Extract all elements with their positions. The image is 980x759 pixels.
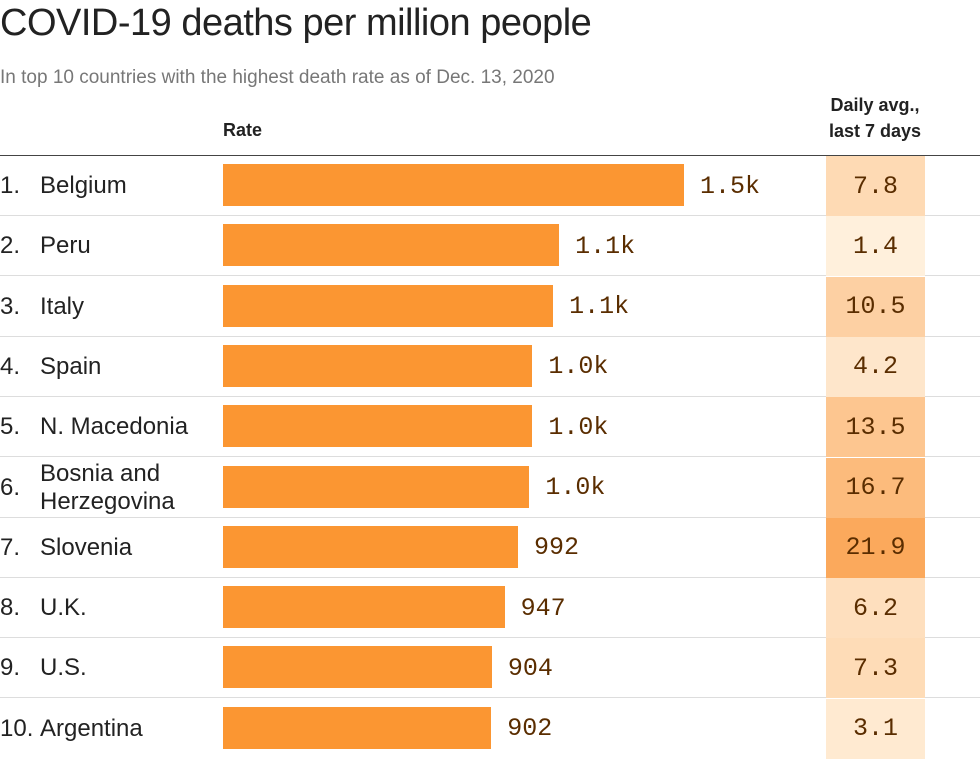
daily-avg-cell: 3.1	[826, 698, 925, 759]
rate-value-label: 1.0k	[545, 473, 606, 502]
rate-column-header: Rate	[223, 120, 263, 140]
country-label: Slovenia	[40, 533, 133, 561]
rate-bar	[223, 646, 492, 689]
rank-label: 1.	[0, 172, 21, 199]
table-row: 4. Spain 1.0k 4.2	[0, 336, 980, 397]
rate-value-label: 902	[507, 714, 553, 744]
rate-value-label: 1.1k	[569, 292, 630, 322]
country-label: U.S.	[40, 654, 87, 682]
country-label: Argentina	[40, 714, 143, 742]
rank-label: 5.	[0, 413, 21, 441]
table-row: 2. Peru 1.1k 1.4	[0, 216, 980, 277]
rank-label: 8.	[0, 594, 21, 622]
rate-bar	[223, 164, 684, 206]
daily-avg-column-header: Daily avg., last 7 days	[810, 92, 940, 144]
table-row: 3. Italy 1.1k 10.5	[0, 276, 980, 337]
rank-label: 6.	[0, 473, 21, 501]
country-label: Bosnia and Herzegovina	[40, 459, 175, 515]
country-label: Belgium	[40, 172, 127, 199]
rank-label: 9.	[0, 654, 21, 682]
country-label: Spain	[40, 352, 102, 380]
header-divider	[0, 155, 980, 156]
table-row: 8. U.K. 947 6.2	[0, 578, 980, 639]
chart-title: COVID-19 deaths per million people	[0, 2, 592, 44]
rate-bar	[223, 224, 560, 267]
table-row: 7. Slovenia 992 21.9	[0, 517, 980, 578]
chart-subtitle: In top 10 countries with the highest dea…	[0, 67, 555, 88]
table-row: 10. Argentina 902 3.1	[0, 698, 980, 759]
daily-avg-cell: 6.2	[826, 578, 925, 639]
rank-label: 7.	[0, 533, 21, 561]
daily-avg-cell: 4.2	[826, 336, 925, 397]
rate-value-label: 1.0k	[548, 352, 609, 382]
rate-value-label: 904	[507, 653, 553, 683]
rate-bar	[223, 586, 505, 629]
country-label: N. Macedonia	[40, 413, 189, 441]
table-row: 5. N. Macedonia 1.0k 13.5	[0, 397, 980, 458]
daily-avg-cell: 1.4	[826, 216, 925, 277]
rate-bar	[223, 405, 533, 448]
daily-avg-header-line2: last 7 days	[828, 121, 922, 141]
table-row: 6. Bosnia and Herzegovina 1.0k 16.7	[0, 457, 980, 518]
daily-avg-cell: 16.7	[826, 457, 925, 518]
rate-value-label: 1.0k	[548, 412, 609, 442]
rate-bar	[223, 525, 519, 568]
rank-label: 4.	[0, 352, 21, 380]
table-row: 9. U.S. 904 7.3	[0, 638, 980, 699]
table-row: 1. Belgium 1.5k 7.8	[0, 156, 980, 216]
daily-avg-cell: 13.5	[826, 397, 925, 458]
rate-value-label: 1.5k	[700, 171, 761, 201]
daily-avg-cell: 10.5	[826, 276, 925, 337]
rate-bar	[223, 465, 530, 508]
daily-avg-cell: 21.9	[826, 517, 925, 578]
rate-bar	[223, 344, 533, 387]
daily-avg-header-line1: Daily avg.,	[830, 95, 920, 115]
rate-bar	[223, 706, 492, 749]
rate-value-label: 992	[534, 533, 580, 563]
rate-value-label: 947	[520, 593, 566, 623]
country-label: U.K.	[40, 594, 87, 622]
rank-label: 3.	[0, 292, 21, 320]
rank-label: 10.	[0, 714, 34, 742]
country-label: Peru	[40, 232, 91, 260]
rank-label: 2.	[0, 232, 21, 260]
daily-avg-cell: 7.8	[826, 156, 925, 216]
daily-avg-cell: 7.3	[826, 638, 925, 699]
rate-bar	[223, 284, 554, 327]
country-label: Italy	[40, 292, 85, 320]
rate-value-label: 1.1k	[575, 231, 636, 261]
